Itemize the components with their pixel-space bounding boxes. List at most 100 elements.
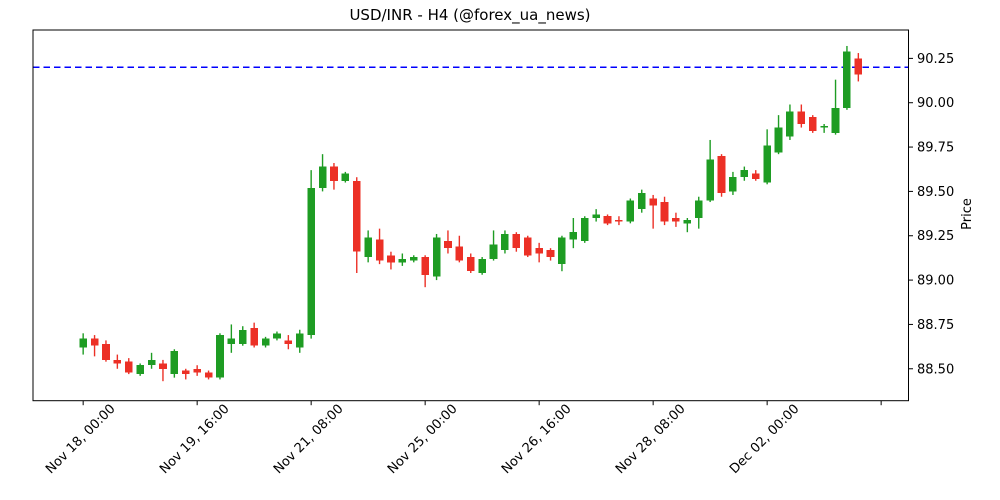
candle-up bbox=[831, 79, 840, 135]
candle-down bbox=[387, 251, 395, 270]
candle-up bbox=[592, 209, 600, 222]
candle-up bbox=[683, 218, 692, 233]
candle-down bbox=[797, 104, 806, 128]
candle-down bbox=[204, 370, 213, 380]
candle-body bbox=[421, 257, 429, 275]
candle-up bbox=[295, 329, 304, 353]
y-tick-label: 88.50 bbox=[917, 362, 954, 377]
candle-body bbox=[797, 111, 806, 125]
candle-body bbox=[626, 200, 635, 222]
candle-body bbox=[170, 351, 179, 375]
candle-body bbox=[615, 219, 623, 222]
candle-body bbox=[489, 244, 498, 259]
candle-down bbox=[751, 170, 760, 181]
candle-up bbox=[216, 333, 224, 380]
candle-body bbox=[683, 219, 692, 224]
candle-down bbox=[124, 358, 133, 375]
candle-up bbox=[501, 230, 509, 254]
candle-up bbox=[341, 171, 350, 183]
candle-body bbox=[250, 327, 258, 346]
candle-down bbox=[284, 335, 293, 350]
plot-border bbox=[32, 29, 909, 402]
y-tick-label: 89.25 bbox=[917, 229, 954, 244]
candle-body bbox=[843, 51, 851, 109]
candle-body bbox=[592, 214, 600, 219]
candle-body bbox=[808, 116, 817, 132]
candle-body bbox=[558, 237, 566, 265]
candle-body bbox=[273, 333, 281, 339]
y-axis-title: Price bbox=[960, 198, 975, 230]
candle-body bbox=[523, 237, 532, 256]
candle-up bbox=[843, 45, 851, 110]
candle-down bbox=[375, 228, 384, 265]
candle-down bbox=[615, 216, 623, 226]
candle-up bbox=[79, 333, 87, 355]
candle-body bbox=[512, 233, 521, 249]
candle-body bbox=[238, 329, 247, 344]
candles-group bbox=[79, 45, 863, 382]
candle-up bbox=[261, 336, 270, 348]
candle-down bbox=[102, 340, 110, 362]
candle-up bbox=[432, 233, 441, 281]
candle-up bbox=[409, 255, 418, 263]
candle-body bbox=[786, 111, 794, 137]
candle-body bbox=[398, 258, 407, 263]
candle-up bbox=[136, 363, 144, 376]
candle-body bbox=[478, 258, 486, 273]
candle-down bbox=[660, 196, 669, 226]
candle-body bbox=[227, 338, 236, 344]
candle-body bbox=[387, 255, 395, 263]
candle-down bbox=[603, 214, 612, 226]
y-tick-label: 90.00 bbox=[917, 96, 954, 111]
candle-body bbox=[147, 359, 156, 366]
candle-down bbox=[649, 194, 657, 229]
candle-body bbox=[444, 241, 452, 249]
candle-down bbox=[421, 255, 429, 288]
candle-down bbox=[512, 232, 521, 252]
candle-up bbox=[273, 331, 281, 341]
candle-down bbox=[672, 212, 680, 227]
candle-down bbox=[193, 365, 201, 376]
candle-up bbox=[637, 189, 646, 213]
candle-up bbox=[820, 124, 828, 133]
candle-up bbox=[569, 218, 578, 249]
candle-body bbox=[284, 340, 293, 344]
candle-up bbox=[706, 139, 714, 203]
candle-body bbox=[341, 173, 350, 181]
candle-down bbox=[90, 335, 99, 357]
candle-body bbox=[295, 333, 304, 348]
candle-body bbox=[90, 338, 99, 346]
candle-body bbox=[774, 127, 783, 153]
candle-body bbox=[216, 335, 224, 378]
candle-up bbox=[227, 324, 236, 353]
candle-down bbox=[546, 248, 555, 261]
candle-down bbox=[181, 368, 190, 380]
candle-body bbox=[159, 363, 167, 369]
candle-up bbox=[147, 352, 156, 369]
candle-up bbox=[558, 235, 566, 272]
candle-body bbox=[330, 166, 338, 181]
y-tick-label: 88.75 bbox=[917, 318, 954, 333]
candle-body bbox=[455, 246, 464, 261]
candle-body bbox=[672, 218, 680, 222]
candle-body bbox=[603, 216, 612, 224]
candle-body bbox=[193, 368, 201, 373]
candle-down bbox=[854, 53, 863, 82]
candle-body bbox=[580, 218, 589, 242]
candle-body bbox=[113, 359, 122, 364]
y-tick-label: 89.00 bbox=[917, 274, 954, 289]
candle-down bbox=[159, 359, 167, 382]
candle-body bbox=[466, 257, 475, 272]
candle-up bbox=[729, 171, 737, 195]
candle-body bbox=[535, 248, 543, 254]
candle-up bbox=[238, 326, 247, 346]
y-axis-ticks: 88.50 88.75 89.00 89.25 89.50 89.75 90.00 90.25 bbox=[908, 52, 954, 377]
candle-body bbox=[649, 198, 657, 206]
candle-down bbox=[466, 253, 475, 273]
candle-body bbox=[307, 187, 315, 336]
candle-body bbox=[102, 343, 110, 360]
candle-body bbox=[637, 193, 646, 210]
candle-down bbox=[455, 235, 464, 263]
